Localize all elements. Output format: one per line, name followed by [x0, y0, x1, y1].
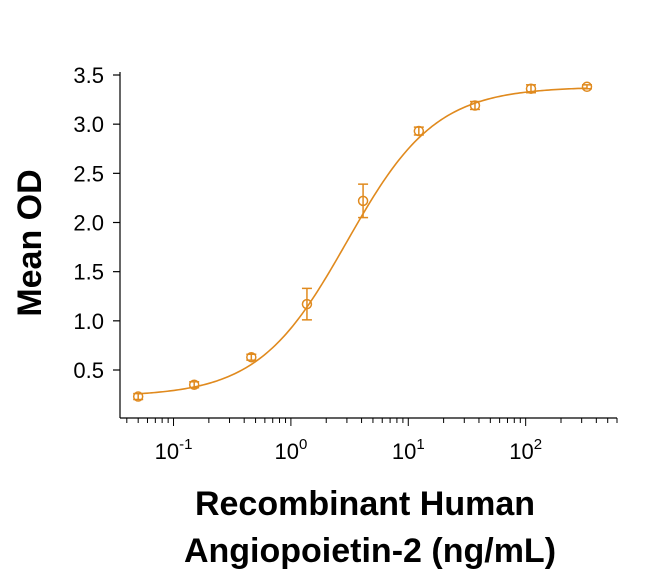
x-axis-title-line1: Recombinant Human [195, 485, 535, 523]
y-axis-title: Mean OD [11, 169, 49, 316]
x-tick-label: 10-1 [155, 436, 193, 464]
data-point [413, 125, 425, 137]
x-tick-label: 101 [392, 436, 425, 464]
data-point [357, 195, 369, 207]
y-tick-label: 2.0 [73, 211, 104, 236]
x-axis-title-line2: Angiopoietin-2 (ng/mL) [184, 532, 556, 570]
x-tick-label: 100 [274, 436, 307, 464]
y-tick-label: 3.5 [73, 63, 104, 88]
y-tick-label: 0.5 [73, 358, 104, 383]
y-tick-label: 1.5 [73, 260, 104, 285]
y-tick-label: 1.0 [73, 309, 104, 334]
data-point [469, 100, 481, 111]
axes [119, 72, 617, 419]
x-tick-label: 102 [509, 436, 542, 464]
fit-layer [138, 87, 588, 395]
y-tick-label: 2.5 [73, 161, 104, 186]
fit-curve [138, 87, 588, 395]
x-ticks: 10-1 100 101 102 [126, 418, 618, 464]
data-point [132, 391, 144, 402]
data-point [246, 351, 257, 363]
y-ticks: 0.5 1.0 1.5 2.0 2.5 3.0 3.5 [73, 63, 120, 383]
data-point [188, 379, 200, 390]
points-layer [132, 81, 593, 402]
data-point [301, 298, 313, 310]
y-tick-label: 3.0 [73, 112, 104, 137]
data-point [581, 81, 593, 93]
data-point [525, 83, 537, 95]
